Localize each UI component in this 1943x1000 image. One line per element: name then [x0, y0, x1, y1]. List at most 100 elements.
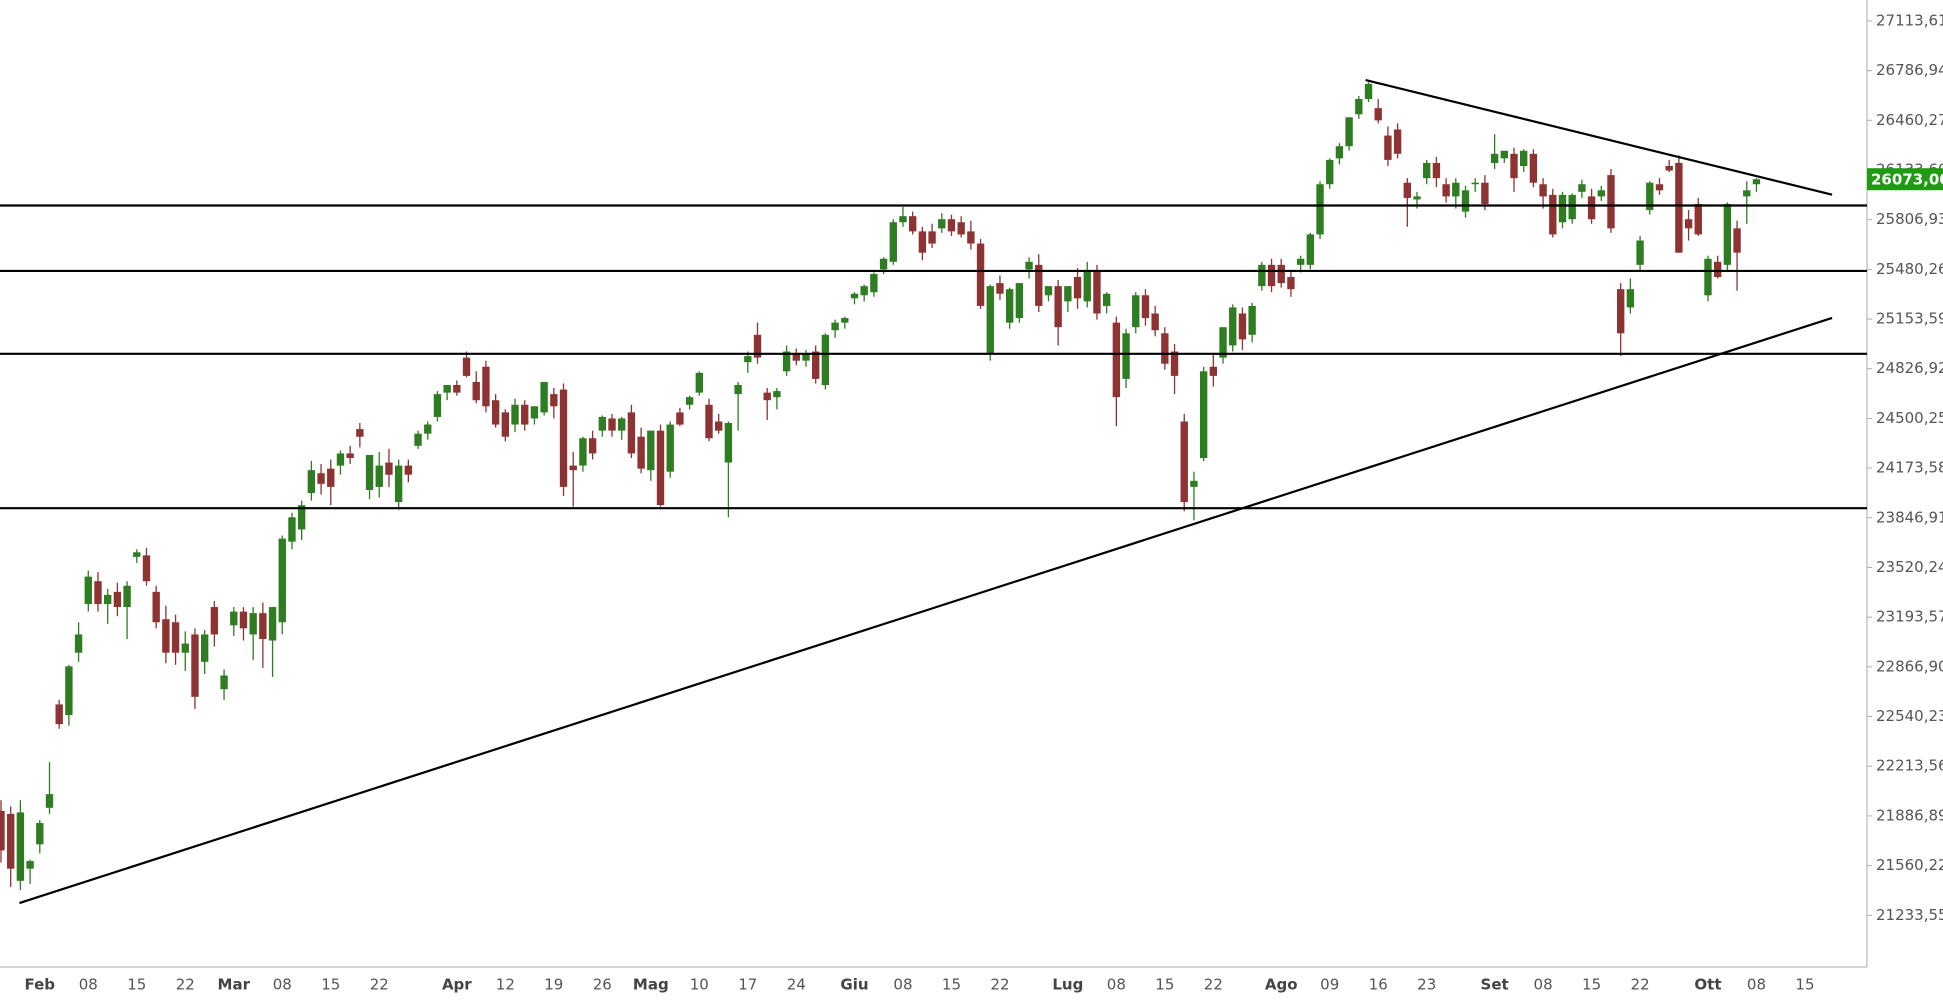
candle-body — [230, 611, 238, 626]
y-tick-label: 21233,55 — [1876, 906, 1943, 924]
candle-body — [482, 366, 490, 407]
x-tick-label: 23 — [1417, 976, 1436, 994]
candle-body — [734, 384, 742, 395]
candle-body — [879, 258, 888, 270]
candle-body — [142, 555, 151, 582]
candle-body — [947, 219, 956, 232]
candle-body — [976, 243, 985, 306]
candle-body — [1452, 182, 1460, 197]
x-tick-label: 09 — [1320, 976, 1339, 994]
candle-body — [1180, 421, 1188, 503]
y-tick-label: 22213,56 — [1876, 757, 1943, 775]
candle-body — [550, 394, 558, 407]
candle-body — [1743, 190, 1751, 197]
candle-body — [1005, 289, 1014, 323]
candle-body — [7, 813, 15, 869]
candle-body — [1229, 307, 1237, 346]
candle-body — [1539, 184, 1547, 197]
candle-body — [220, 675, 228, 690]
candle-body — [1626, 289, 1635, 308]
candle-body — [938, 219, 946, 229]
candle-body — [433, 394, 442, 417]
candle-body — [26, 861, 34, 869]
last-price-box — [1867, 168, 1943, 191]
candle-body — [1646, 182, 1654, 211]
x-tick-label: 08 — [1107, 976, 1126, 994]
candle-body — [676, 412, 684, 425]
candle-body — [113, 591, 122, 608]
candle-body — [259, 613, 267, 639]
candle-body — [860, 286, 868, 296]
x-tick-label: Ago — [1265, 976, 1298, 994]
candle-body — [1122, 333, 1130, 379]
candle-body — [1132, 295, 1140, 328]
candle-body — [1073, 277, 1082, 299]
candle-body — [996, 283, 1004, 294]
candle-body — [462, 357, 471, 376]
candle-body — [1471, 182, 1479, 185]
candle-body — [1219, 327, 1227, 358]
candle-body — [685, 397, 694, 405]
candle-body — [1704, 258, 1712, 296]
candle-body — [1616, 289, 1625, 334]
candle-body — [1597, 190, 1605, 197]
candle-body — [394, 465, 403, 503]
candle-body — [1054, 286, 1062, 328]
candle-body — [695, 372, 703, 393]
y-tick-label: 24173,58 — [1876, 459, 1943, 477]
trend-line — [1365, 78, 1833, 196]
candle-body — [744, 356, 752, 363]
candle-body — [55, 704, 63, 725]
x-tick-label: Apr — [442, 976, 472, 994]
candle-body — [792, 353, 800, 361]
candle-body — [327, 468, 335, 487]
y-tick-label: 27113,61 — [1876, 11, 1943, 29]
x-tick-label: 22 — [370, 976, 389, 994]
y-tick-label: 21886,89 — [1876, 806, 1943, 824]
candle-body — [171, 622, 180, 653]
x-tick-label: 15 — [1795, 976, 1814, 994]
x-tick-label: 10 — [690, 976, 709, 994]
candle-body — [1520, 150, 1528, 166]
candle-body — [1064, 286, 1072, 302]
x-tick-label: 22 — [176, 976, 195, 994]
x-tick-label: 16 — [1369, 976, 1388, 994]
candle-body — [16, 812, 25, 881]
candle-body — [831, 322, 839, 331]
candle-body — [918, 231, 927, 253]
candle-body — [94, 581, 102, 605]
candle-body — [1190, 480, 1198, 487]
y-tick-label: 24500,25 — [1876, 409, 1943, 427]
candle-body — [618, 418, 626, 431]
candle-body — [1093, 270, 1101, 314]
candle-body — [540, 381, 548, 413]
candle-body — [986, 286, 994, 355]
x-tick-label: Giu — [840, 976, 868, 994]
candle-body — [84, 576, 92, 605]
candle-body — [472, 381, 480, 401]
x-tick-label: Ott — [1694, 976, 1721, 994]
candle-body — [870, 273, 878, 293]
x-tick-label: 22 — [1631, 976, 1650, 994]
x-tick-label: 19 — [544, 976, 563, 994]
candle-body — [152, 591, 160, 623]
candle-body — [1752, 179, 1761, 185]
candle-body — [1413, 196, 1421, 200]
candle-body — [1170, 351, 1179, 376]
candle-body — [1015, 283, 1024, 319]
candle-body — [0, 810, 5, 851]
candle-body — [1694, 204, 1702, 235]
candle-body — [336, 453, 345, 466]
x-tick-label: 15 — [1582, 976, 1601, 994]
candle-body — [443, 384, 451, 393]
candle-body — [1713, 261, 1722, 278]
candle-body — [356, 429, 364, 437]
candle-body — [414, 433, 422, 446]
y-tick-label: 26786,94 — [1876, 61, 1943, 79]
candle-body — [1374, 108, 1382, 121]
candle-body — [385, 462, 393, 475]
x-tick-label: Lug — [1052, 976, 1083, 994]
candle-body — [133, 552, 141, 557]
